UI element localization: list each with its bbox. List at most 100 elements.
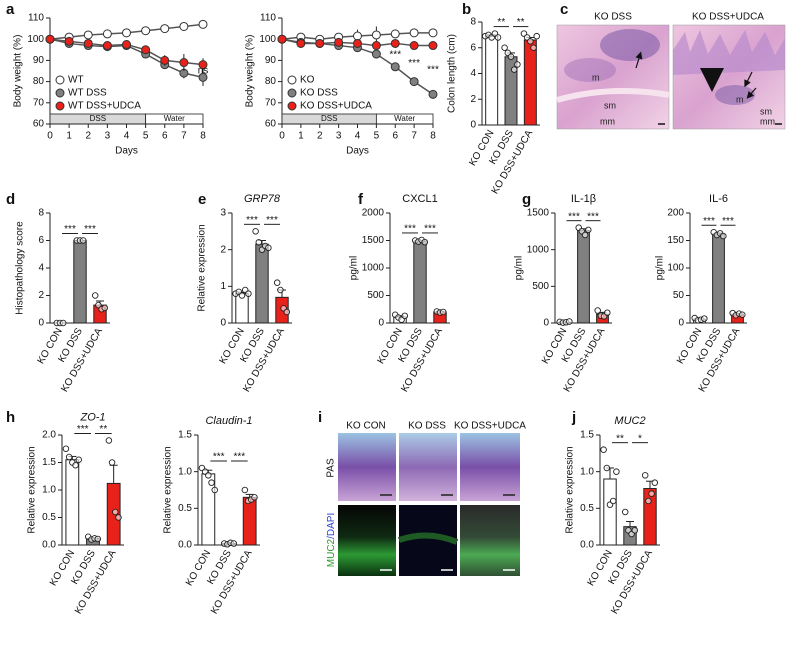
y-tick-label: 50 <box>673 290 685 301</box>
data-point <box>533 32 540 40</box>
y-tick-label: 200 <box>667 208 684 219</box>
data-point <box>265 244 272 252</box>
significance-label: *** <box>233 452 245 463</box>
y-tick-label: 8 <box>470 17 476 28</box>
marker <box>198 72 208 82</box>
y-tick-label: 4 <box>38 263 44 274</box>
y-axis-label: pg/ml <box>655 256 666 280</box>
data-point <box>255 239 263 246</box>
pas-image <box>338 433 396 501</box>
y-tick-label: 150 <box>667 235 684 246</box>
x-tick-label: 6 <box>162 131 168 142</box>
marker <box>160 55 170 65</box>
y-tick-label: 60 <box>265 119 277 130</box>
y-tick-label: 500 <box>367 290 384 301</box>
bar <box>73 240 87 324</box>
marker <box>428 28 438 38</box>
legend-marker <box>287 101 297 111</box>
data-point <box>613 468 620 475</box>
marker <box>334 37 344 47</box>
panel-label: h <box>6 409 15 426</box>
significance-label: ** <box>497 17 505 28</box>
y-tick-label: 1000 <box>362 263 385 274</box>
significance-label: *** <box>64 224 76 235</box>
bar <box>523 39 537 126</box>
y-tick-label: 1 <box>220 281 226 292</box>
chart-title: ZO-1 <box>79 411 105 423</box>
bar <box>485 35 499 126</box>
y-tick-label: 100 <box>667 263 684 274</box>
arrow <box>635 51 643 69</box>
data-point <box>501 44 508 52</box>
y-axis-label: Relative expression <box>163 446 174 533</box>
chart-title: IL-6 <box>709 193 728 205</box>
marker <box>83 38 93 48</box>
y-tick-label: 110 <box>28 13 44 24</box>
chart-title: CXCL1 <box>402 193 437 205</box>
y-tick-label: 500 <box>532 281 549 292</box>
layer-label: m <box>736 94 744 104</box>
annotation: *** <box>408 58 420 69</box>
marker <box>179 58 189 68</box>
legend-label: WT DSS+UDCA <box>68 101 141 112</box>
y-tick-label: 0 <box>378 318 384 329</box>
micrograph-panel: KO DSS KO DSS+UDCA m sm mm m sm mm <box>556 12 786 130</box>
y-tick-label: 1.5 <box>580 430 594 441</box>
x-tick-label: 8 <box>200 131 206 142</box>
x-tick-label: 0 <box>47 131 53 142</box>
marker <box>409 41 419 51</box>
data-point <box>94 535 102 543</box>
data-point <box>527 38 534 45</box>
data-point <box>514 61 521 68</box>
y-tick-label: 0 <box>543 318 549 329</box>
y-tick-label: 1000 <box>527 244 550 255</box>
tissue-region <box>715 85 755 105</box>
phase-label: DSS <box>90 114 106 123</box>
arrow <box>744 71 753 88</box>
data-point <box>401 312 409 320</box>
significance-label: *** <box>722 216 734 227</box>
marker <box>315 38 325 48</box>
marker <box>122 40 131 49</box>
y-tick-label: 0.0 <box>178 540 192 551</box>
stain-label: MUC2 <box>326 538 337 567</box>
data-point <box>238 292 246 299</box>
significance-label: *** <box>703 216 715 227</box>
arrow <box>746 87 757 99</box>
marker <box>390 38 400 48</box>
significance-label: * <box>638 433 642 444</box>
y-tick-label: 2000 <box>362 208 385 219</box>
data-point <box>230 540 238 547</box>
y-tick-label: 2 <box>470 94 476 105</box>
data-point <box>277 286 284 294</box>
x-tick-label: 1 <box>66 131 72 142</box>
chart-title: MUC2 <box>614 415 645 427</box>
image-title: KO DSS <box>594 12 632 23</box>
data-point <box>609 497 617 505</box>
y-tick-label: 1500 <box>362 235 385 246</box>
y-tick-label: 0.5 <box>580 503 594 514</box>
data-point <box>75 456 82 464</box>
x-tick-label: 1 <box>298 131 304 142</box>
y-axis-label: Colon length (cm) <box>447 34 458 113</box>
bar <box>242 496 257 546</box>
y-tick-label: 0 <box>220 318 226 329</box>
data-point <box>115 514 122 521</box>
y-tick-label: 70 <box>33 97 45 108</box>
marker <box>102 29 112 39</box>
y-tick-label: 2.0 <box>42 430 56 441</box>
bar <box>413 240 427 324</box>
y-tick-label: 100 <box>27 34 44 45</box>
x-tick-label: 8 <box>430 131 436 142</box>
y-tick-label: 0 <box>38 318 44 329</box>
significance-label: ** <box>99 424 107 435</box>
data-point <box>494 34 502 41</box>
y-tick-label: 1.0 <box>178 466 192 477</box>
data-point <box>72 462 79 469</box>
tissue-region <box>564 58 616 82</box>
panel-label: d <box>6 191 15 208</box>
staining-panel: KO CON KO DSS KO DSS+UDCA PAS MUC2/DAPI <box>326 421 526 576</box>
legend-marker <box>287 75 297 85</box>
marker <box>428 41 438 51</box>
